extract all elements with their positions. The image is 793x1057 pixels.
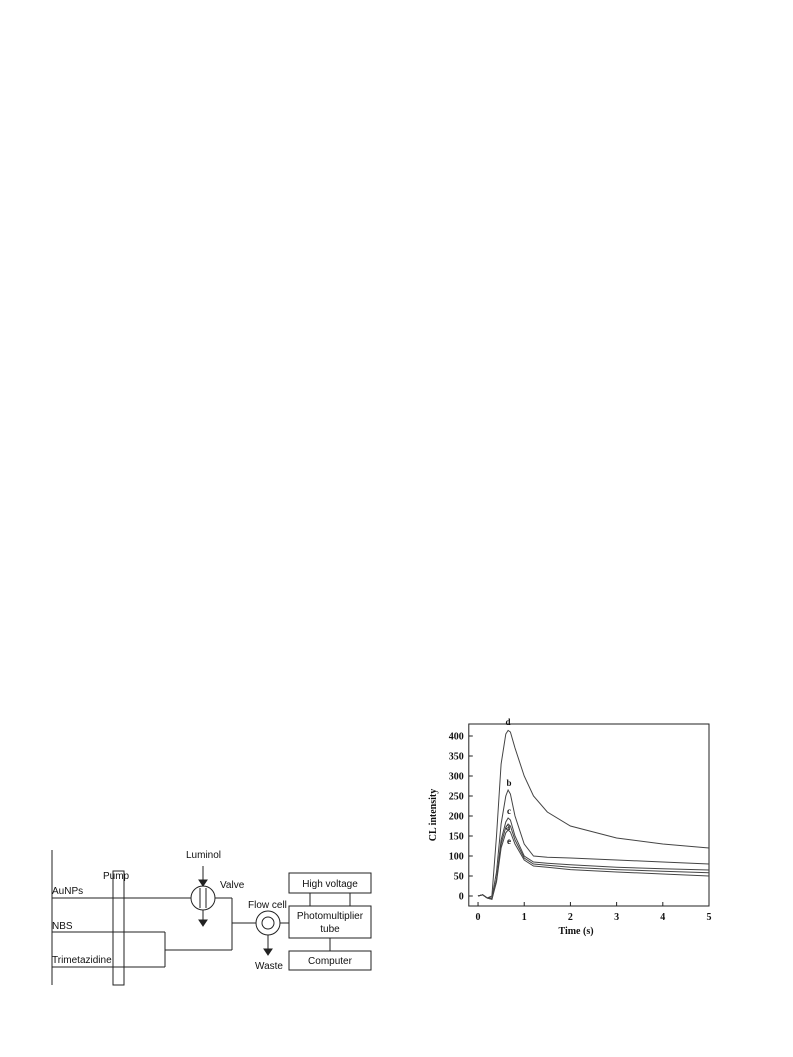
pump [112,870,125,986]
curve [477,829,710,900]
y-tick-label: 0 [459,892,464,903]
curve-label: b [506,778,511,788]
label: Waste [255,961,283,972]
label: Trimetazidine [52,955,112,966]
y-tick-label: 150 [449,832,464,843]
arrow-head [198,919,208,927]
y-tick-label: 200 [449,812,464,823]
y-tick-label: 300 [449,772,464,783]
x-tick-label: 4 [660,912,665,923]
x-tick-label: 1 [522,912,527,923]
curve-label: d [505,717,510,727]
high-voltage-box [288,872,372,894]
label: NBS [52,921,73,932]
valve [190,885,216,911]
label: Valve [220,880,245,891]
y-tick-label: 250 [449,792,464,803]
x-axis-label: Time (s) [558,926,593,937]
label: Pump [103,871,130,882]
x-tick-label: 0 [476,912,481,923]
curve-label: c [507,806,511,816]
label: Computer [308,956,353,967]
label: Flow cell [248,900,287,911]
label: tube [320,924,340,935]
x-tick-label: 5 [707,912,712,923]
flow-diagram: Pump Luminol Valve AuNPs NBS Trimetazidi… [51,850,372,986]
label: High voltage [302,879,358,890]
arrow-head [263,948,273,956]
plot-frame [468,723,710,907]
y-axis-label: CL intensity [428,789,439,842]
curve-label: e [507,836,511,846]
label: Luminol [186,850,221,861]
curve [477,729,710,899]
curve [477,788,710,899]
y-tick-label: 100 [449,852,464,863]
curve [477,823,710,900]
flow-cell [255,910,281,936]
curve-label: a [506,822,511,832]
label: Photomultiplier [297,911,364,922]
x-tick-label: 2 [568,912,573,923]
chart: Time (s) CL intensity 050100150200250300… [428,717,712,937]
y-tick-label: 50 [454,872,464,883]
arrow-head [198,879,208,887]
y-tick-label: 350 [449,752,464,763]
flow-cell-inner [261,916,275,930]
y-tick-label: 400 [449,732,464,743]
x-tick-label: 3 [614,912,619,923]
label: AuNPs [52,886,83,897]
